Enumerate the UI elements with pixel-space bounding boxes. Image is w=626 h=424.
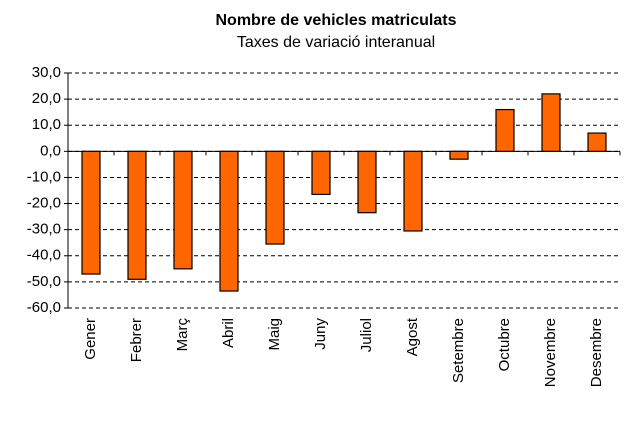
y-tick-label: 20,0: [32, 90, 61, 107]
x-tick-label: Març: [174, 318, 191, 352]
x-tick-label: Juny: [312, 318, 329, 350]
x-tick-label: Gener: [82, 318, 99, 360]
y-tick-label: 30,0: [32, 64, 61, 81]
bar: [587, 132, 607, 152]
y-tick-label: -10,0: [27, 168, 61, 185]
y-tick-label: -50,0: [27, 273, 61, 290]
x-tick-label: Abril: [220, 318, 237, 348]
y-tick-label: -40,0: [27, 247, 61, 264]
bar: [357, 150, 377, 214]
bar: [81, 150, 101, 275]
x-tick-label: Maig: [266, 318, 283, 351]
bar: [265, 150, 285, 245]
bar: [541, 93, 561, 152]
y-tick-label: 0,0: [40, 142, 61, 159]
x-tick-label: Octubre: [496, 318, 513, 371]
y-tick-label: -30,0: [27, 221, 61, 238]
x-tick-label: Febrer: [128, 318, 145, 362]
bar: [219, 150, 239, 292]
bar: [403, 150, 423, 232]
y-tick-label: 10,0: [32, 116, 61, 133]
y-tick-label: -20,0: [27, 195, 61, 212]
bar: [173, 150, 193, 270]
x-tick-label: Desembre: [588, 318, 605, 387]
x-tick-label: Novembre: [542, 318, 559, 387]
chart-subtitle: Taxes de variació interanual: [237, 34, 435, 51]
bar: [311, 150, 331, 196]
x-tick-label: Setembre: [450, 318, 467, 383]
x-tick-label: Agost: [404, 317, 421, 356]
bar: [127, 150, 147, 280]
bar: [495, 108, 515, 152]
chart-title: Nombre de vehicles matriculats: [216, 12, 457, 29]
y-tick-label: -60,0: [27, 299, 61, 316]
bar: [449, 150, 469, 160]
x-tick-label: Juliol: [358, 318, 375, 352]
